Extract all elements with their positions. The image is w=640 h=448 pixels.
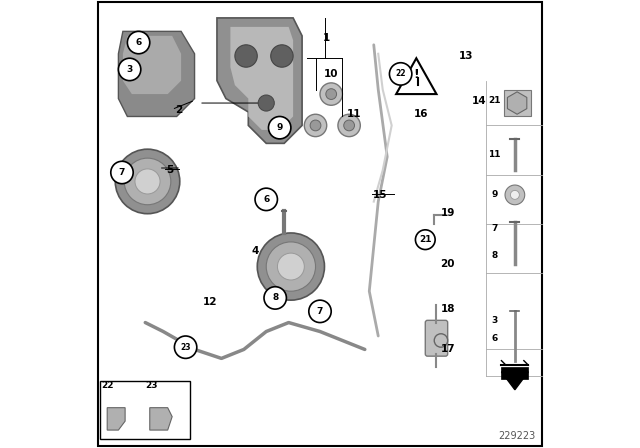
Text: 9: 9	[492, 190, 498, 199]
Text: 8: 8	[492, 251, 498, 260]
Text: 2: 2	[175, 105, 182, 115]
Circle shape	[305, 114, 326, 137]
Text: 6: 6	[263, 195, 269, 204]
Circle shape	[127, 31, 150, 54]
Text: 5: 5	[166, 165, 173, 175]
Polygon shape	[150, 408, 172, 430]
Text: 22: 22	[101, 381, 113, 390]
Circle shape	[310, 120, 321, 131]
Text: 8: 8	[272, 293, 278, 302]
Text: 15: 15	[373, 190, 388, 200]
Text: 21: 21	[419, 235, 431, 244]
Text: 7: 7	[119, 168, 125, 177]
Text: 3: 3	[127, 65, 132, 74]
Text: 12: 12	[203, 297, 218, 307]
Text: !: !	[413, 68, 419, 82]
Text: 3: 3	[492, 316, 498, 325]
Text: 1: 1	[323, 33, 330, 43]
Circle shape	[115, 149, 180, 214]
Text: 7: 7	[492, 224, 498, 233]
Circle shape	[264, 287, 287, 309]
Circle shape	[390, 63, 412, 85]
Circle shape	[235, 45, 257, 67]
FancyBboxPatch shape	[100, 381, 190, 439]
Circle shape	[326, 89, 337, 99]
Text: 13: 13	[458, 51, 473, 61]
Text: 6: 6	[136, 38, 141, 47]
Text: 23: 23	[146, 381, 158, 390]
Text: 18: 18	[440, 304, 455, 314]
Polygon shape	[108, 408, 125, 430]
Text: 11: 11	[488, 150, 501, 159]
Circle shape	[124, 158, 171, 205]
Text: 19: 19	[440, 208, 455, 218]
Circle shape	[175, 336, 197, 358]
Circle shape	[269, 116, 291, 139]
Polygon shape	[502, 372, 529, 390]
Circle shape	[344, 120, 355, 131]
Polygon shape	[118, 31, 195, 116]
FancyBboxPatch shape	[99, 2, 541, 446]
Text: 17: 17	[440, 345, 455, 354]
Circle shape	[257, 233, 324, 300]
Text: 229223: 229223	[498, 431, 535, 441]
Circle shape	[266, 242, 316, 291]
Text: 11: 11	[346, 109, 361, 119]
Text: 6: 6	[492, 334, 498, 343]
Circle shape	[255, 188, 278, 211]
Polygon shape	[230, 27, 293, 130]
Polygon shape	[504, 90, 531, 116]
Polygon shape	[217, 18, 302, 143]
Text: 4: 4	[252, 246, 259, 256]
Circle shape	[111, 161, 133, 184]
Circle shape	[309, 300, 332, 323]
Circle shape	[278, 253, 305, 280]
Text: 21: 21	[488, 96, 501, 105]
Text: 16: 16	[413, 109, 428, 119]
FancyBboxPatch shape	[425, 320, 448, 356]
Text: 22: 22	[396, 69, 406, 78]
Text: 14: 14	[472, 96, 486, 106]
Circle shape	[135, 169, 160, 194]
Circle shape	[271, 45, 293, 67]
Circle shape	[338, 114, 360, 137]
Circle shape	[118, 58, 141, 81]
Text: 10: 10	[324, 69, 339, 79]
Text: 7: 7	[317, 307, 323, 316]
Text: 23: 23	[180, 343, 191, 352]
Text: 9: 9	[276, 123, 283, 132]
Circle shape	[320, 83, 342, 105]
FancyBboxPatch shape	[502, 367, 529, 379]
Polygon shape	[508, 92, 527, 114]
Polygon shape	[396, 58, 436, 94]
Polygon shape	[123, 36, 181, 94]
Circle shape	[511, 190, 520, 199]
Circle shape	[415, 230, 435, 250]
Circle shape	[505, 185, 525, 205]
Circle shape	[258, 95, 275, 111]
Text: 20: 20	[440, 259, 455, 269]
